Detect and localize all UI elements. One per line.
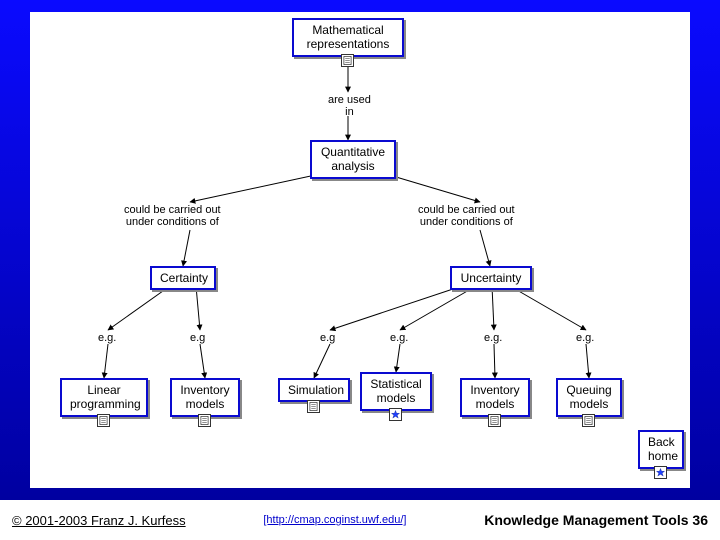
edge-label-eg3: e.g — [320, 332, 335, 344]
star-icon[interactable] — [389, 408, 402, 421]
node-simulation[interactable]: Simulation — [278, 378, 350, 402]
node-inv1[interactable]: Inventory models — [170, 378, 240, 417]
source-url[interactable]: [http://cmap.coginst.uwf.edu/] — [263, 514, 406, 526]
document-icon[interactable] — [582, 414, 595, 427]
node-certainty[interactable]: Certainty — [150, 266, 216, 290]
slide-footer: © 2001-2003 Franz J. Kurfess [http://cma… — [0, 500, 720, 540]
edge-label-eg5: e.g. — [484, 332, 502, 344]
star-icon[interactable] — [654, 466, 667, 479]
node-backhome[interactable]: Back home — [638, 430, 684, 469]
slide-title: Knowledge Management Tools 36 — [484, 512, 708, 528]
copyright-text: © 2001-2003 Franz J. Kurfess — [12, 513, 186, 528]
node-math[interactable]: Mathematical representations — [292, 18, 404, 57]
concept-map-canvas: Mathematical representations Quantitative… — [30, 12, 690, 488]
node-inv2[interactable]: Inventory models — [460, 378, 530, 417]
edge-label-eg1: e.g. — [98, 332, 116, 344]
document-icon[interactable] — [97, 414, 110, 427]
edge-label-cond2: could be carried out under conditions of — [418, 204, 515, 228]
node-queuing[interactable]: Queuing models — [556, 378, 622, 417]
node-linprog[interactable]: Linear programming — [60, 378, 148, 417]
document-icon[interactable] — [341, 54, 354, 67]
node-quant[interactable]: Quantitative analysis — [310, 140, 396, 179]
edge-label-cond1: could be carried out under conditions of — [124, 204, 221, 228]
edge-label-eg4: e.g. — [390, 332, 408, 344]
document-icon[interactable] — [488, 414, 501, 427]
document-icon[interactable] — [307, 400, 320, 413]
edge-label-eg2: e.g — [190, 332, 205, 344]
node-uncertainty[interactable]: Uncertainty — [450, 266, 532, 290]
document-icon[interactable] — [198, 414, 211, 427]
edge-label-eg6: e.g. — [576, 332, 594, 344]
node-statmodels[interactable]: Statistical models — [360, 372, 432, 411]
edge-label-areused: are used in — [328, 94, 371, 118]
